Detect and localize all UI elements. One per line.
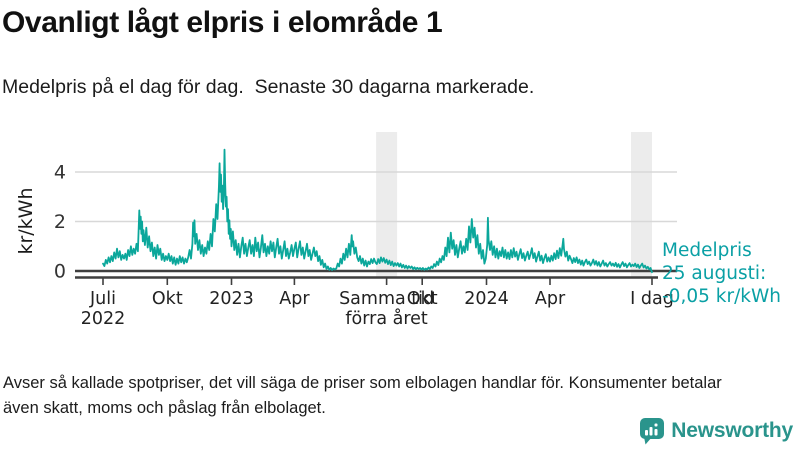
x-tick-label: I dag — [630, 289, 674, 309]
annotation-line-1: Medelpris — [662, 240, 752, 261]
x-tick-label: Samma tid — [339, 289, 434, 309]
x-tick-label: Okt — [407, 289, 438, 309]
y-tick-label: 4 — [54, 162, 66, 184]
highlight-band — [631, 132, 652, 277]
x-tick-label: Apr — [279, 289, 310, 309]
y-tick-label: 0 — [54, 261, 66, 283]
x-tick-label: 2024 — [464, 289, 509, 309]
page-title: Ovanligt lågt elpris i elområde 1 — [2, 6, 443, 39]
newsworthy-logo: Newsworthy — [639, 417, 793, 445]
x-tick-label: Juli — [89, 289, 116, 309]
latest-price-annotation: Medelpris 25 augusti: -0,05 kr/kWh — [662, 239, 797, 308]
y-axis-title: kr/kWh — [15, 187, 37, 254]
x-tick-label: Okt — [152, 289, 183, 309]
price-line — [102, 148, 653, 274]
x-tick-label: 2023 — [209, 289, 254, 309]
speech-bubble-bar-chart-icon — [640, 418, 665, 445]
x-tick-label-line2: förra året — [345, 308, 428, 329]
highlight-band — [376, 132, 398, 277]
source-note: Avser så kallade spotpriser, det vill sä… — [3, 371, 793, 421]
x-tick-label-line2: 2022 — [81, 309, 126, 329]
x-tick-label: Apr — [535, 289, 566, 309]
chart-subtitle: Medelpris på el dag för dag. Senaste 30 … — [2, 76, 535, 98]
y-tick-label: 2 — [54, 211, 66, 233]
source-note-line-2: även skatt, moms och påslag från elbolag… — [3, 399, 326, 417]
source-note-line-1: Avser så kallade spotpriser, det vill sä… — [3, 374, 722, 392]
price-chart: Juli 2022 Okt 2023 Apr Samma tid förra året Okt… — [0, 120, 800, 370]
annotation-line-2: 25 augusti: — [662, 263, 767, 284]
annotation-line-3: -0,05 kr/kWh — [662, 286, 782, 307]
newsworthy-logo-text: Newsworthy — [671, 419, 793, 442]
